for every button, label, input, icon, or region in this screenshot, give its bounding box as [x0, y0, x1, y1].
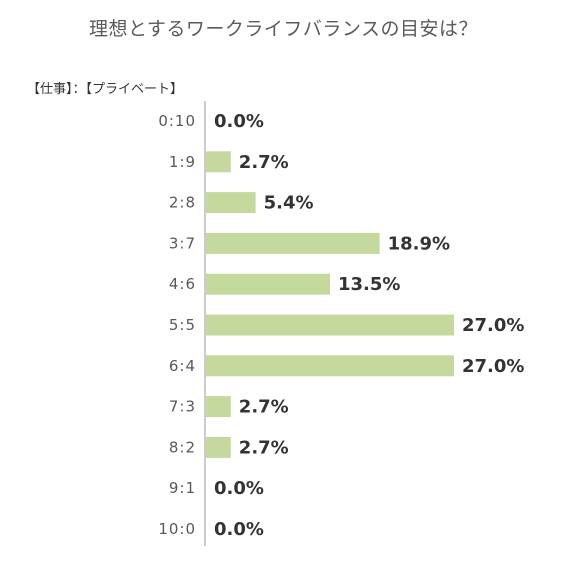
category-label: 0:10 — [158, 112, 196, 130]
value-label: 0.0% — [214, 111, 264, 132]
value-label: 0.0% — [214, 478, 264, 499]
category-label: 7:3 — [169, 398, 196, 416]
value-label: 0.0% — [214, 519, 264, 540]
bar — [206, 151, 231, 173]
bar — [206, 436, 231, 458]
bar — [206, 355, 454, 377]
chart-title: 理想とするワークライフバランスの目安は？ — [88, 18, 479, 40]
axis-note: 【仕事】：【プライベート】 — [27, 82, 184, 97]
category-label: 10:0 — [158, 520, 196, 538]
value-label: 2.7% — [239, 397, 289, 418]
value-label: 5.4% — [264, 193, 314, 214]
category-label: 8:2 — [169, 438, 196, 456]
category-label: 1:9 — [169, 153, 196, 171]
category-label: 6:4 — [169, 357, 196, 375]
category-label: 5:5 — [169, 316, 196, 334]
bar — [206, 396, 231, 418]
value-label: 27.0% — [462, 315, 524, 336]
value-label: 2.7% — [239, 437, 289, 458]
category-label: 4:6 — [169, 275, 196, 293]
category-label: 3:7 — [169, 234, 196, 252]
value-label: 13.5% — [338, 274, 400, 295]
bar — [206, 314, 454, 336]
value-label: 18.9% — [388, 233, 450, 254]
category-label: 9:1 — [169, 479, 196, 497]
bar — [206, 232, 380, 254]
category-label: 2:8 — [169, 194, 196, 212]
bar — [206, 192, 256, 214]
value-label: 2.7% — [239, 152, 289, 173]
bar — [206, 273, 330, 295]
value-label: 27.0% — [462, 356, 524, 377]
